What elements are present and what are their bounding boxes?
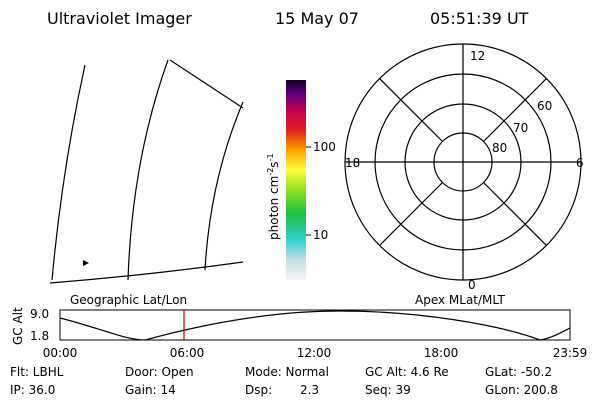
mlt-label: 12	[470, 49, 485, 63]
status: GLat: -50.2	[485, 365, 552, 379]
mlat-label: 70	[513, 121, 528, 135]
x-label: 00:00	[43, 346, 78, 360]
unit: s	[267, 161, 281, 167]
time: 05:51:39 UT	[430, 9, 529, 28]
mlt-label: 6	[576, 156, 584, 170]
altitude-plot: GC Alt 9.0 1.8 00:00 06:00 12:00 18:00 2…	[11, 307, 587, 360]
status: Dsp:	[245, 383, 272, 397]
colorbar: 100 10 photon cm-2s-1	[266, 80, 336, 280]
map-label: Geographic Lat/Lon	[70, 293, 187, 307]
date: 15 May 07	[275, 9, 359, 28]
mlt-label: 0	[468, 278, 476, 292]
mlat-label: 60	[537, 99, 552, 113]
status: Door: Open	[125, 365, 194, 379]
status: Gain: 14	[125, 383, 176, 397]
colorbar-label: photon cm-2s-1	[266, 153, 281, 240]
status: 2.3	[300, 383, 319, 397]
status: Seq: 39	[365, 383, 411, 397]
x-label: 12:00	[297, 346, 332, 360]
x-label: 23:59	[553, 346, 588, 360]
mlt-label: 18	[345, 156, 360, 170]
x-label: 18:00	[424, 346, 459, 360]
axis-label: GC Alt	[11, 307, 25, 345]
exponent: -2	[266, 168, 275, 176]
unit: photon cm	[267, 176, 281, 240]
map-label: Apex MLat/MLT	[415, 293, 505, 307]
mlat-label: 80	[492, 141, 507, 155]
status: Mode: Normal	[245, 365, 329, 379]
status: GC Alt: 4.6 Re	[365, 365, 449, 379]
x-label: 06:00	[170, 346, 205, 360]
colorbar-tick: 100	[313, 140, 336, 154]
status: Flt: LBHL	[10, 365, 64, 379]
instrument-title: Ultraviolet Imager	[47, 9, 192, 28]
y-label: 1.8	[30, 329, 49, 343]
status: GLon: 200.8	[485, 383, 558, 397]
status: IP: 36.0	[10, 383, 55, 397]
colorbar-tick: 10	[313, 228, 328, 242]
footer: Flt: LBHL IP: 36.0 Door: Open Gain: 14 M…	[10, 365, 558, 397]
polar-grid: 12 18 6 0 60 70 80	[344, 43, 584, 292]
geographic-map	[49, 59, 244, 284]
exponent: -1	[266, 153, 275, 161]
y-label: 9.0	[30, 307, 49, 321]
